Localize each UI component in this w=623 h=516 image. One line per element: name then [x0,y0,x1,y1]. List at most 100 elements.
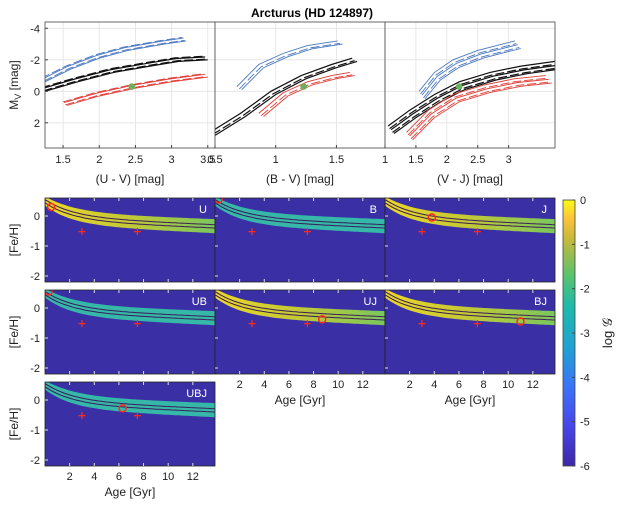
cmd-isochrones [387,40,555,141]
contour-line [215,291,385,318]
reference-marker [303,228,311,236]
x-tick-label: 3 [506,154,512,166]
x-tick-label: 8 [140,471,146,483]
isochrone-red [412,82,552,141]
x-axis-label: Age [Gyr] [105,485,156,499]
star-marker [455,83,463,90]
cmd-isochrones [215,40,358,136]
reference-marker [78,228,86,236]
x-tick-label: 2.5 [470,154,485,166]
x-tick-label: 10 [502,379,514,391]
x-tick-label: 12 [527,379,539,391]
y-tick-label: -4 [30,23,40,35]
x-axis-label: (B - V) [mag] [266,172,334,186]
contour-line [45,294,215,321]
x-tick-label: 12 [187,471,199,483]
x-tick-label: 3 [169,154,175,166]
contour-line [385,291,555,318]
isochrone-blue [418,40,515,92]
best-fit-marker [516,317,525,326]
isochrone-blue [421,44,518,96]
y-label-subscript: V [13,94,23,100]
x-tick-label: 1.5 [55,154,70,166]
reference-marker [133,228,141,236]
x-tick-label: 2 [407,379,413,391]
heatmap-band-group [45,382,215,420]
best-fit-marker [46,202,56,212]
isochrone-blue [423,46,520,99]
heatmap-panel-label: UBJ [186,388,207,400]
contour-line [45,199,215,226]
heatmap-band [45,382,215,418]
isochrone-blue [45,40,187,83]
y-tick-label: -2 [30,363,40,375]
x-tick-label: 2 [444,154,450,166]
reference-marker [133,412,141,420]
y-tick-label: 0 [34,395,40,407]
y-tick-label: 0 [34,86,40,98]
isochrone-blue [45,37,184,79]
heatmap-frame [384,289,556,375]
x-tick-label: 1 [382,154,388,166]
heatmap-panel-J: J [384,197,556,283]
x-tick-label: 2 [96,154,102,166]
colorbar-tick-label: -6 [580,461,590,473]
heatmap-band [45,198,215,234]
isochrone-black [389,63,555,130]
heatmap-band [215,198,385,234]
reference-marker [78,320,86,328]
x-tick-label: 1 [273,154,279,166]
figure-title: Arcturus (HD 124897) [251,6,373,20]
heatmap-panel-UBJ: UBJ 0 -1 -2 [Fe/H] 2 4 6 8 10 12 Age [Gyr] [7,381,216,499]
isochrone-black [215,57,353,130]
y-axis-label: MV [mag] [7,60,23,109]
isochrone-blue [45,36,183,77]
y-tick-label: -2 [30,271,40,283]
heatmap-panel-UJ: UJ 2 4 6 8 10 12 Age [Gyr] [214,289,386,407]
x-tick-label: 4 [261,379,267,391]
x-axis-label: Age [Gyr] [445,393,496,407]
x-tick-label: 2 [67,471,73,483]
reference-marker [418,320,426,328]
isochrone-blue [236,40,338,87]
cmd-panel-B-V: 0.5 1 1.5 (B - V) [mag] [207,21,386,186]
x-tick-label: 1.5 [408,154,423,166]
isochrone-black [215,60,358,136]
colorbar-label: log 𝒢 [600,318,615,348]
heatmap-panel-label: UJ [364,296,377,308]
isochrone-black [45,56,206,89]
isochrone-black [387,60,555,127]
isochrone-red [258,71,350,114]
isochrone-blue [238,42,341,90]
heatmap-band [215,290,385,326]
heatmap-frame [44,381,216,467]
reference-marker [248,320,256,328]
contour-line [45,383,215,410]
contour-line [385,294,555,321]
x-axis-label: (U - V) [mag] [96,172,165,186]
star-marker [300,83,307,90]
reference-marker [248,228,256,236]
best-fit-marker [118,404,127,413]
isochrone-black [45,59,208,92]
y-axis-label: [Fe/H] [7,408,21,441]
colorbar-tick-label: -4 [580,372,590,384]
y-tick-label: 0 [34,303,40,315]
isochrone-red [406,75,546,133]
contour-line [385,199,555,226]
isochrone-black [215,60,355,134]
heatmap-band-group [215,290,385,328]
colorbar-tick-label: -2 [580,284,590,296]
y-tick-label: -1 [30,333,40,345]
isochrone-blue [45,39,185,82]
x-tick-label: 8 [310,379,316,391]
y-tick-label: -2 [30,455,40,467]
cmd-plot-area [385,22,555,148]
isochrone-black [392,67,555,133]
isochrone-red [263,75,355,117]
heatmap-panel-label: UB [192,296,207,308]
x-tick-label: 6 [456,379,462,391]
reference-marker [303,320,311,328]
reference-marker [473,320,481,328]
